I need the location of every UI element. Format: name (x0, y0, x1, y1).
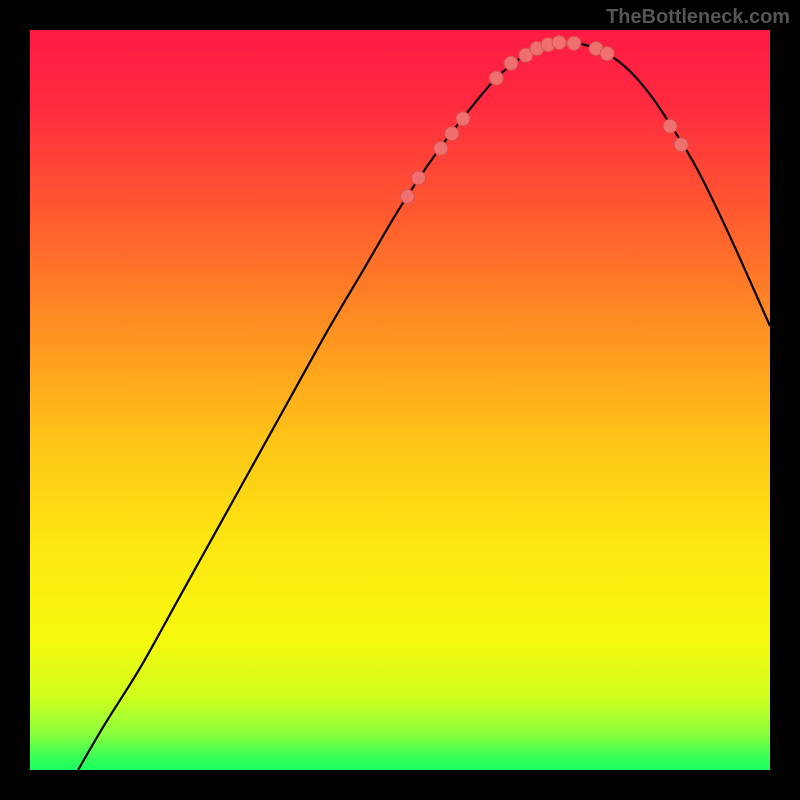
markers-group (400, 36, 688, 204)
watermark-text: TheBottleneck.com (606, 6, 790, 29)
marker-point (567, 36, 581, 50)
marker-point (552, 36, 566, 50)
marker-point (412, 171, 426, 185)
curve-path (78, 42, 770, 770)
marker-point (445, 127, 459, 141)
chart-overlay (30, 30, 770, 770)
marker-point (674, 138, 688, 152)
plot-area (30, 30, 770, 770)
marker-point (456, 112, 470, 126)
marker-point (489, 71, 503, 85)
marker-point (663, 119, 677, 133)
marker-point (400, 190, 414, 204)
marker-point (600, 47, 614, 61)
marker-point (434, 141, 448, 155)
marker-point (504, 56, 518, 70)
